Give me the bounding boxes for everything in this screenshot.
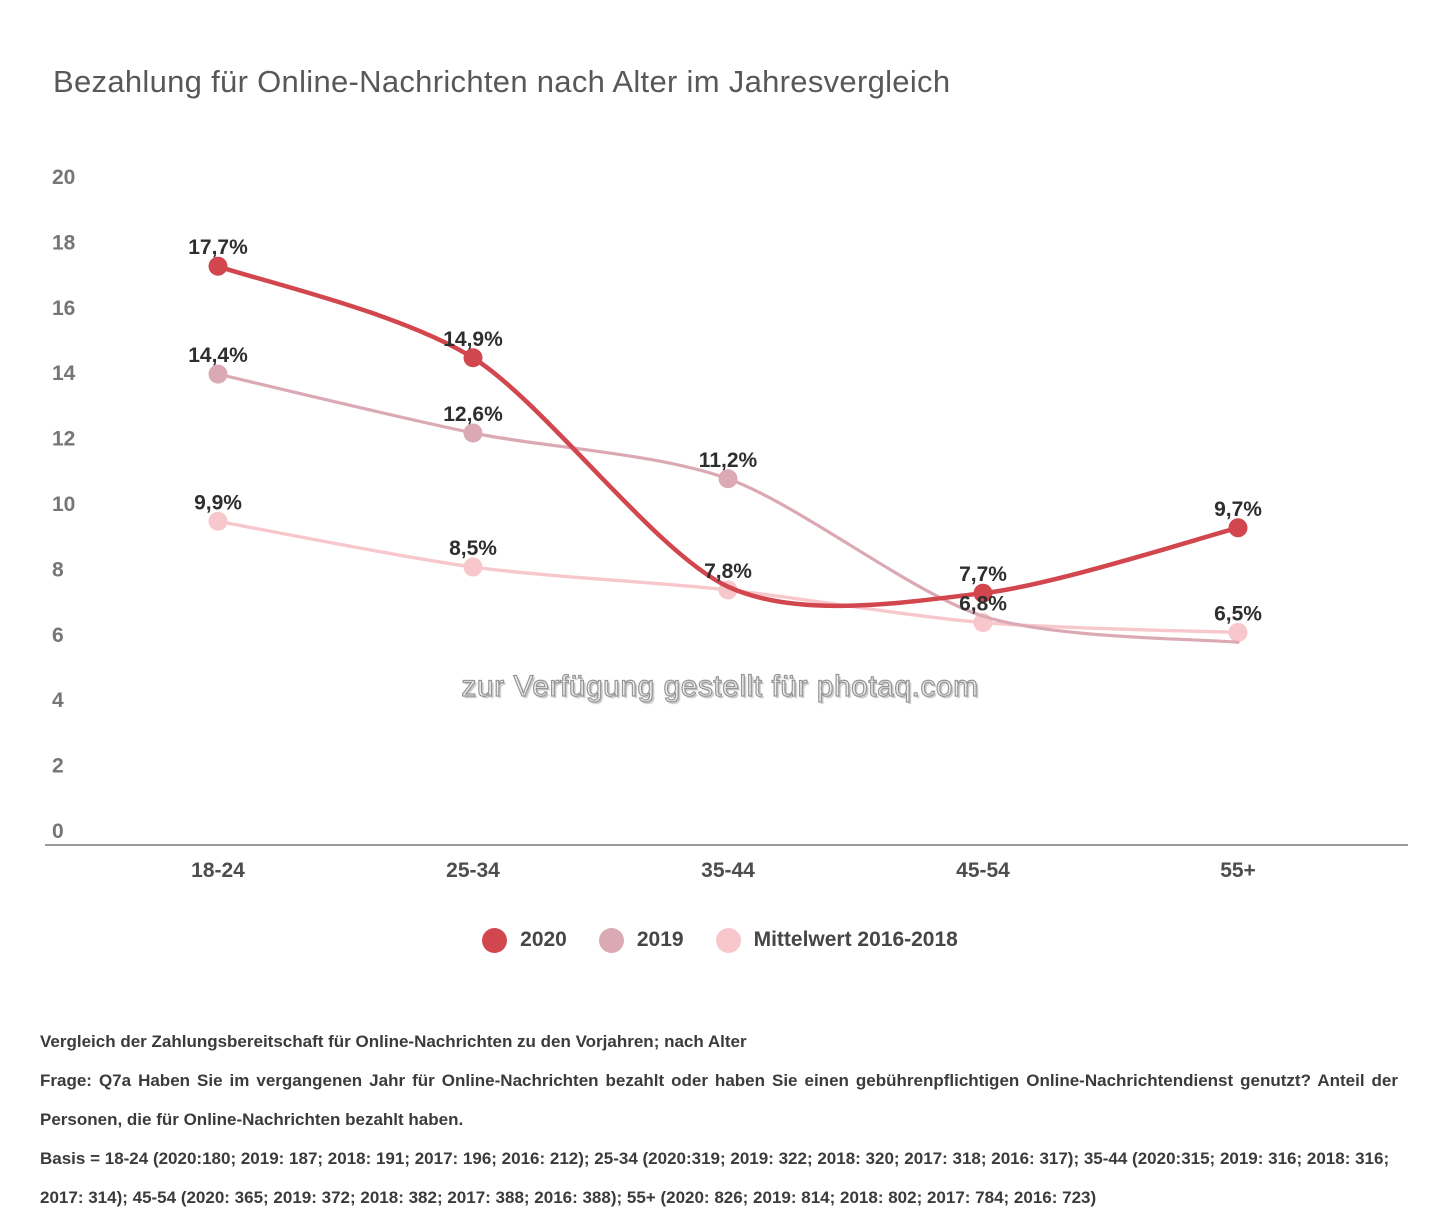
data-point-2019-18-24 [208,364,228,384]
data-point-2020-45-54 [973,583,993,603]
point-label-2020-25-34: 14,9% [443,328,503,351]
point-label-Mittelwert 2016-2018-45-54: 6,8% [959,593,1007,616]
footer-notes: Vergleich der Zahlungsbereitschaft für O… [40,1022,1398,1217]
x-axis-label-25-34: 25-34 [446,859,500,882]
chart-legend: 2020 2019 Mittelwert 2016-2018 [0,916,1440,964]
line-chart: 0 2 4 6 8 10 12 14 16 18 20 18-24 25-34 35-44 45-54 55+… [45,166,1408,882]
data-point-Mittelwert 2016-2018-25-34 [463,557,483,577]
y-tick-label: 0 [52,820,64,843]
point-label-2020-55+: 9,7% [1214,498,1262,521]
chart-title: Bezahlung für Online-Nachrichten nach Al… [53,64,951,99]
legend-label: Mittelwert 2016-2018 [753,928,958,951]
y-tick-label: 4 [52,689,64,712]
data-point-2020-55+ [1228,518,1248,538]
y-tick-label: 16 [52,297,75,320]
data-point-2020-18-24 [208,256,228,276]
point-label-2019-35-44: 11,2% [699,449,758,472]
point-label-2020-18-24: 17,7% [188,236,248,259]
legend-dot-icon [715,927,741,953]
legend-label: 2019 [636,928,684,951]
y-tick-label: 6 [52,624,64,647]
point-label-Mittelwert 2016-2018-25-34: 8,5% [449,537,497,560]
legend-dot-icon [482,927,508,953]
data-point-Mittelwert 2016-2018-55+ [1228,622,1248,642]
series-line-2020 [215,263,1241,609]
data-point-2019-25-34 [463,423,483,443]
y-tick-label: 20 [52,166,75,189]
y-tick-label: 18 [52,231,76,254]
legend-dot-icon [598,927,624,953]
point-label-2019-25-34: 12,6% [443,403,503,426]
series-line-2019 [216,372,1240,644]
y-tick-label: 12 [52,428,75,451]
x-axis-label-35-44: 35-44 [701,859,755,882]
legend-item-2019: 2019 [598,927,684,953]
footer-question: Frage: Q7a Haben Sie im vergangenen Jahr… [40,1071,1398,1129]
x-axis-label-18-24: 18-24 [191,859,245,882]
point-label-2020-45-54: 7,7% [959,563,1007,586]
x-axis-label-45-54: 45-54 [956,859,1010,882]
y-tick-label: 2 [52,755,64,778]
legend-label: 2020 [520,928,567,951]
y-tick-label: 14 [52,362,76,385]
point-label-Mittelwert 2016-2018-18-24: 9,9% [194,491,242,514]
data-point-2019-35-44 [718,469,738,489]
point-label-2019-18-24: 14,4% [188,344,248,367]
legend-item-2020: 2020 [482,927,567,953]
legend-item-mittelwert-2016-2018: Mittelwert 2016-2018 [715,927,958,953]
x-axis-label-55+: 55+ [1220,859,1256,882]
footer-subtitle: Vergleich der Zahlungsbereitschaft für O… [40,1032,747,1051]
point-label-Mittelwert 2016-2018-35-44: 7,8% [704,560,752,583]
y-tick-label: 10 [52,493,75,516]
point-label-Mittelwert 2016-2018-55+: 6,5% [1214,602,1262,625]
data-point-Mittelwert 2016-2018-18-24 [208,511,228,531]
data-point-2020-25-34 [463,348,483,368]
y-tick-label: 8 [52,558,64,581]
footer-basis: Basis = 18-24 (2020:180; 2019: 187; 2018… [40,1149,1390,1207]
